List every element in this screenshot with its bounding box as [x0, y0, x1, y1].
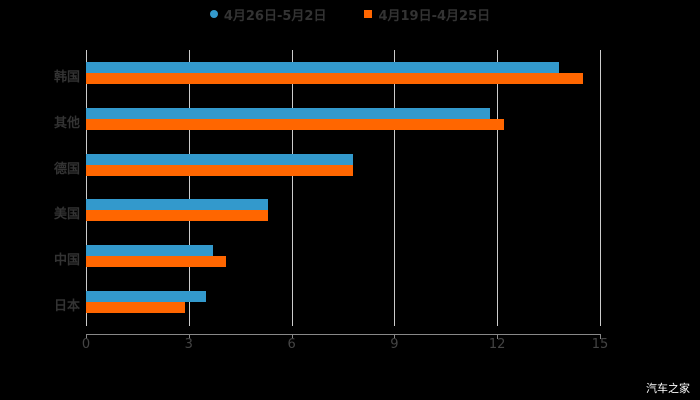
- legend-item-series-2[interactable]: 4月19日-4月25日: [364, 5, 490, 24]
- gridline: [291, 50, 293, 326]
- x-tick: [497, 334, 499, 339]
- y-category-label: 韩国: [53, 70, 80, 85]
- bar[interactable]: [86, 118, 505, 130]
- y-category-label: 日本: [53, 299, 80, 314]
- plot-area: [86, 50, 601, 326]
- bar[interactable]: [86, 302, 186, 313]
- bar[interactable]: [86, 256, 227, 268]
- legend-label: 4月19日-4月25日: [378, 8, 491, 24]
- gridline: [600, 50, 601, 326]
- legend-marker-circle-icon: [209, 10, 218, 18]
- x-tick-label: 3: [184, 337, 193, 352]
- bar[interactable]: [86, 164, 354, 176]
- chart-legend: 4月26日-5月2日 4月19日-4月25日: [0, 4, 700, 24]
- bar[interactable]: [86, 73, 583, 84]
- x-tick: [394, 334, 396, 339]
- gridline: [394, 50, 396, 326]
- gridline: [497, 50, 499, 326]
- bar[interactable]: [86, 62, 559, 73]
- x-tick: [86, 334, 87, 339]
- x-tick-label: 12: [488, 337, 506, 352]
- gridline: [188, 50, 190, 326]
- x-tick-label: 0: [81, 337, 91, 352]
- legend-label: 4月26日-5月2日: [223, 8, 327, 24]
- bar[interactable]: [86, 245, 213, 257]
- bar[interactable]: [86, 199, 268, 211]
- bar[interactable]: [86, 107, 491, 119]
- y-category-label: 中国: [53, 253, 80, 269]
- x-tick: [600, 334, 601, 339]
- x-tick: [188, 334, 190, 339]
- x-axis-line: [86, 334, 600, 335]
- bar[interactable]: [86, 210, 268, 222]
- legend-marker-square-icon: [364, 10, 373, 18]
- legend-item-series-1[interactable]: 4月26日-5月2日: [209, 5, 327, 24]
- x-tick-label: 9: [390, 337, 399, 352]
- y-category-label: 其他: [53, 115, 80, 131]
- gridline: [86, 50, 87, 326]
- x-tick-label: 6: [287, 337, 296, 352]
- x-tick-label: 15: [591, 337, 609, 352]
- y-category-label: 德国: [53, 161, 80, 177]
- watermark: 汽车之家: [646, 382, 690, 395]
- y-category-label: 美国: [53, 207, 80, 223]
- bar[interactable]: [86, 153, 354, 165]
- x-tick: [291, 334, 293, 339]
- bar[interactable]: [86, 291, 206, 302]
